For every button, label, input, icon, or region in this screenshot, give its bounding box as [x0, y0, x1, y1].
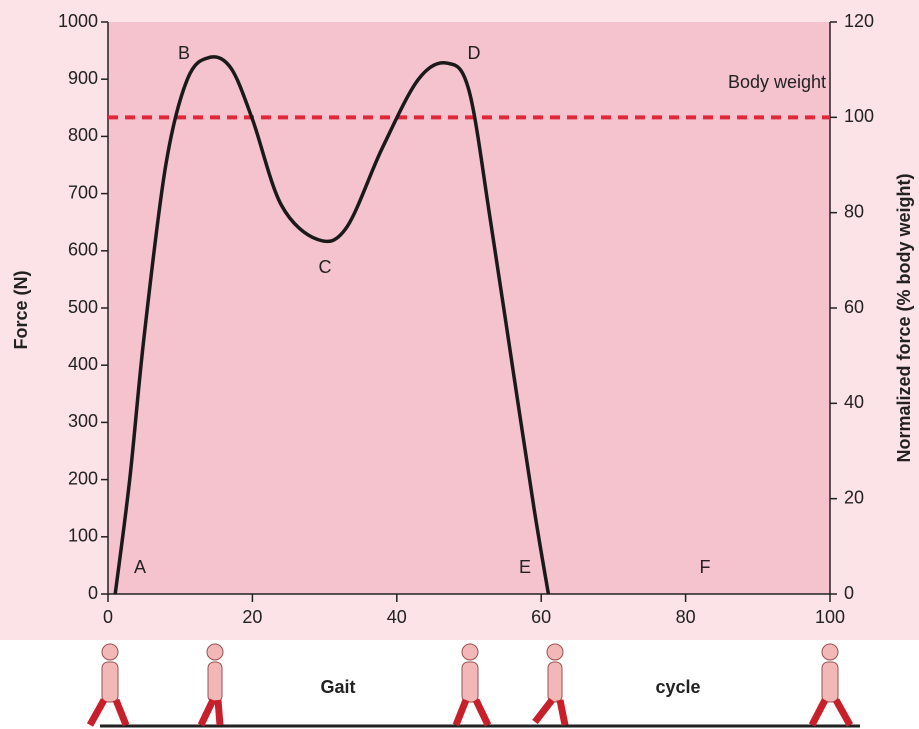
point-label: D	[468, 43, 481, 63]
x-tick-label: 0	[103, 607, 113, 627]
reference-label: Body weight	[728, 72, 826, 92]
y-tick-label: 900	[68, 68, 98, 88]
y2-tick-label: 20	[844, 487, 864, 507]
x-tick-label: 100	[815, 607, 845, 627]
footer-label: cycle	[655, 677, 700, 697]
point-label: E	[519, 557, 531, 577]
y2-tick-label: 80	[844, 201, 864, 221]
y2-tick-label: 100	[844, 106, 874, 126]
plot-area	[108, 22, 830, 594]
x-tick-label: 80	[676, 607, 696, 627]
y2-tick-label: 40	[844, 392, 864, 412]
y-tick-label: 800	[68, 125, 98, 145]
y-tick-label: 600	[68, 240, 98, 260]
x-tick-label: 40	[387, 607, 407, 627]
y2-tick-label: 60	[844, 297, 864, 317]
y2-axis-title: Normalized force (% body weight)	[894, 173, 914, 462]
y2-tick-label: 120	[844, 11, 874, 31]
y-tick-label: 500	[68, 297, 98, 317]
y-tick-label: 100	[68, 526, 98, 546]
y-tick-label: 1000	[58, 11, 98, 31]
y-tick-label: 300	[68, 411, 98, 431]
y-tick-label: 200	[68, 468, 98, 488]
y-tick-label: 400	[68, 354, 98, 374]
walking-figures	[86, 643, 854, 727]
point-label: C	[319, 257, 332, 277]
x-tick-label: 60	[531, 607, 551, 627]
point-label: F	[700, 557, 711, 577]
y-tick-label: 0	[88, 583, 98, 603]
point-label: A	[134, 557, 146, 577]
force-curve	[113, 55, 551, 595]
y2-tick-label: 0	[844, 583, 854, 603]
footer-label: Gait	[320, 677, 355, 697]
x-tick-label: 20	[242, 607, 262, 627]
y-axis-title: Force (N)	[11, 270, 31, 349]
y-tick-label: 700	[68, 182, 98, 202]
point-label: B	[178, 43, 190, 63]
